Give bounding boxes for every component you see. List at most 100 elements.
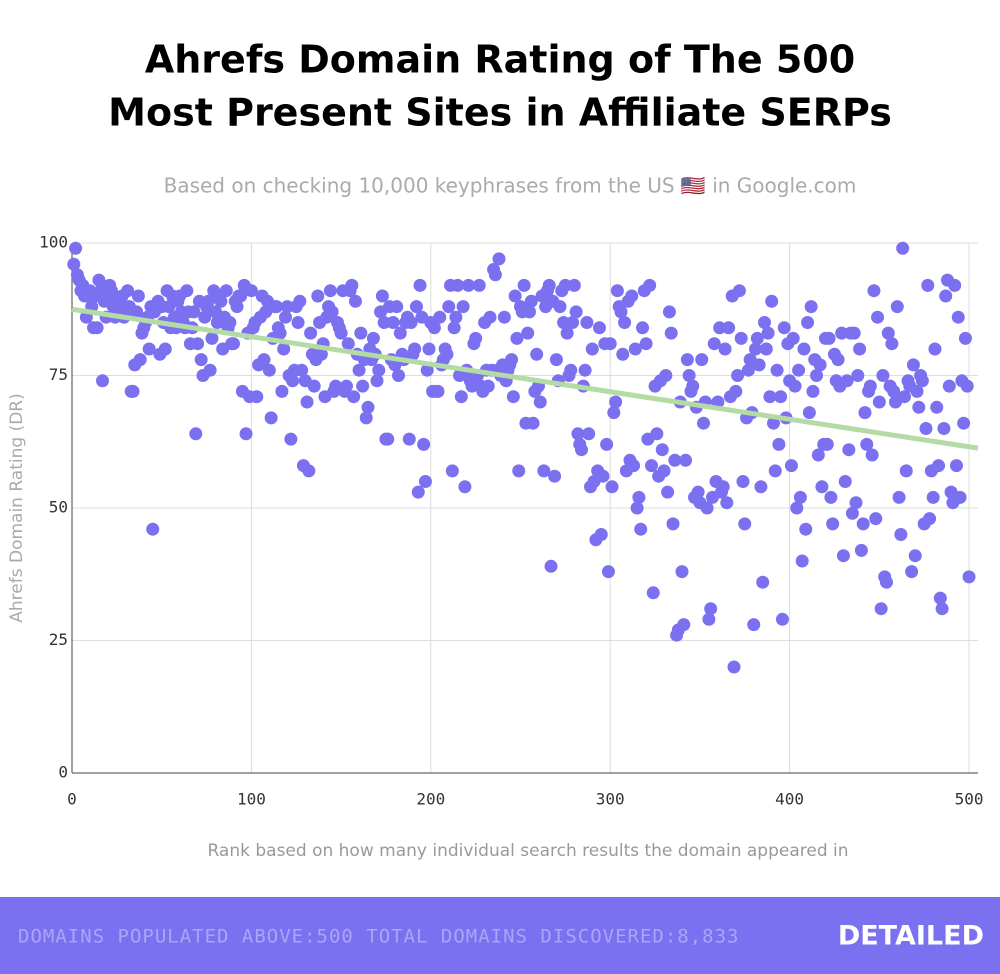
point bbox=[205, 331, 219, 345]
point bbox=[226, 337, 240, 351]
point bbox=[566, 316, 580, 329]
point bbox=[524, 294, 538, 308]
point bbox=[786, 331, 800, 345]
point bbox=[948, 278, 962, 292]
x-tick-label: 200 bbox=[416, 790, 445, 809]
point bbox=[930, 400, 944, 414]
point bbox=[571, 427, 585, 441]
point bbox=[801, 316, 815, 329]
point bbox=[915, 374, 929, 388]
point bbox=[720, 496, 734, 510]
point bbox=[921, 278, 935, 292]
point bbox=[341, 337, 355, 351]
point bbox=[813, 358, 827, 372]
chart-title: Most Present Sites in Affiliate SERPs bbox=[108, 91, 892, 135]
point bbox=[461, 278, 475, 292]
point bbox=[522, 305, 536, 319]
point bbox=[564, 363, 578, 377]
chart-subtitle: Based on checking 10,000 keyphrases from… bbox=[164, 174, 857, 198]
point bbox=[607, 406, 621, 420]
point bbox=[905, 565, 919, 579]
point bbox=[826, 517, 840, 531]
point bbox=[578, 363, 592, 377]
point bbox=[614, 305, 628, 319]
point bbox=[544, 559, 558, 573]
point bbox=[836, 549, 850, 563]
point bbox=[736, 475, 750, 488]
point bbox=[356, 379, 370, 393]
point bbox=[686, 379, 700, 393]
point bbox=[408, 342, 422, 356]
point bbox=[219, 284, 233, 298]
point bbox=[557, 316, 571, 329]
point bbox=[933, 591, 947, 605]
point bbox=[923, 512, 937, 526]
point bbox=[69, 241, 83, 255]
point bbox=[618, 316, 632, 329]
point bbox=[191, 337, 205, 351]
point bbox=[239, 427, 253, 441]
point bbox=[876, 369, 890, 382]
point bbox=[558, 278, 572, 292]
point bbox=[906, 358, 920, 372]
point bbox=[865, 448, 879, 462]
point bbox=[194, 353, 208, 367]
point bbox=[311, 289, 325, 303]
point bbox=[456, 300, 470, 314]
point bbox=[445, 464, 459, 478]
point bbox=[860, 437, 874, 451]
point bbox=[472, 278, 486, 292]
point bbox=[616, 347, 630, 361]
point bbox=[244, 284, 258, 298]
point bbox=[392, 369, 406, 382]
point bbox=[802, 406, 816, 420]
point bbox=[754, 480, 768, 494]
point bbox=[390, 300, 404, 314]
point bbox=[928, 342, 942, 356]
point bbox=[935, 602, 949, 616]
point bbox=[810, 369, 824, 382]
point bbox=[537, 464, 551, 478]
point bbox=[262, 363, 276, 377]
point bbox=[567, 278, 581, 292]
point bbox=[605, 480, 619, 494]
point bbox=[277, 342, 291, 356]
point bbox=[937, 422, 951, 435]
point bbox=[655, 443, 669, 457]
point bbox=[442, 300, 456, 314]
point bbox=[347, 390, 361, 404]
point bbox=[625, 289, 639, 303]
point bbox=[257, 353, 271, 367]
plot-area: 0 25 50 75 100 0 100 200 300 400 500 bbox=[39, 233, 983, 809]
point bbox=[932, 459, 946, 473]
point bbox=[458, 480, 472, 494]
point bbox=[492, 252, 506, 266]
point bbox=[293, 294, 307, 308]
point bbox=[858, 406, 872, 420]
point bbox=[777, 321, 791, 335]
point bbox=[634, 522, 648, 536]
point bbox=[806, 384, 820, 398]
point bbox=[348, 294, 362, 308]
y-tick-label: 25 bbox=[49, 630, 68, 649]
point bbox=[526, 416, 540, 430]
point bbox=[707, 337, 721, 351]
point bbox=[521, 326, 535, 340]
point bbox=[732, 284, 746, 298]
point bbox=[304, 326, 318, 340]
point bbox=[815, 480, 829, 494]
x-axis-label: Rank based on how many individual search… bbox=[207, 841, 848, 861]
point bbox=[835, 326, 849, 340]
point bbox=[142, 342, 156, 356]
point bbox=[447, 321, 461, 335]
point bbox=[661, 485, 675, 499]
point bbox=[481, 379, 495, 393]
point bbox=[718, 342, 732, 356]
point bbox=[488, 268, 502, 282]
point bbox=[727, 660, 741, 674]
point bbox=[104, 284, 118, 298]
point bbox=[697, 416, 711, 430]
point bbox=[483, 310, 497, 324]
point bbox=[361, 400, 375, 414]
point bbox=[409, 300, 423, 314]
